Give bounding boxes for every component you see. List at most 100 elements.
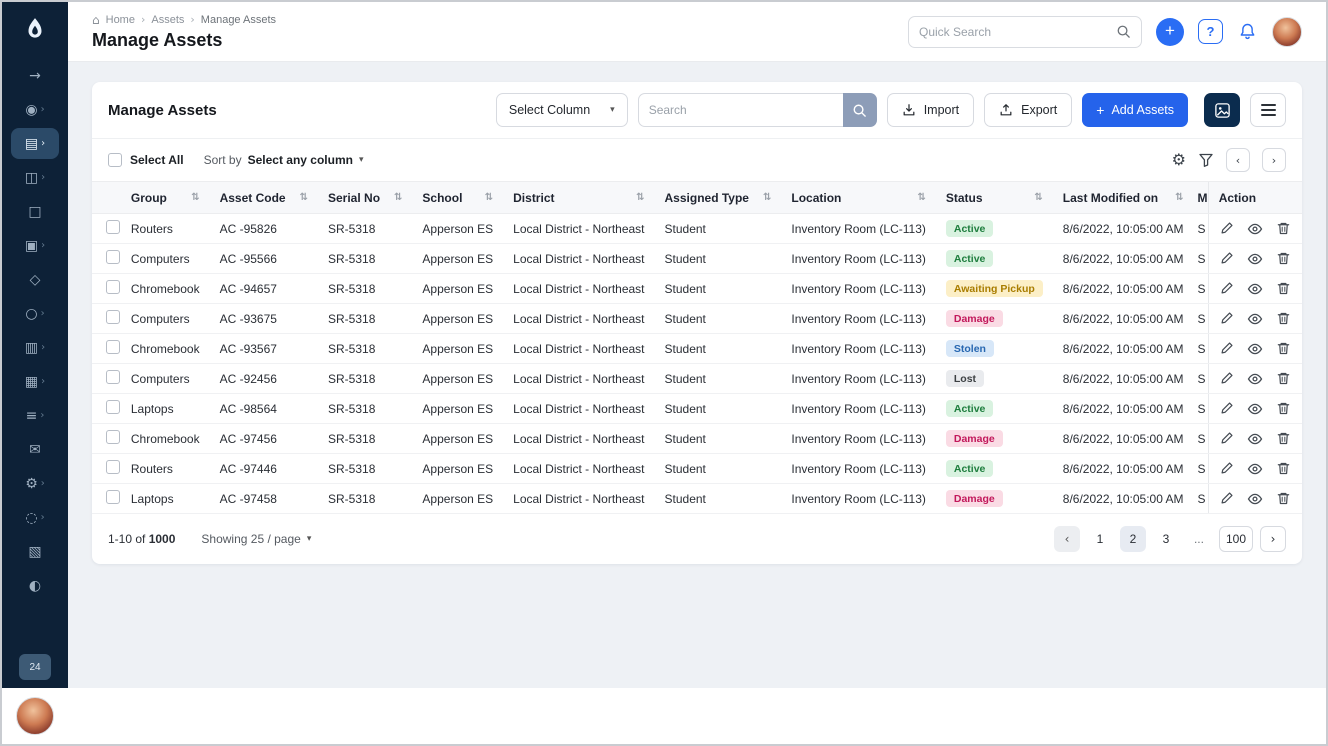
delete-icon[interactable] bbox=[1276, 251, 1291, 266]
column-header-school[interactable]: School⇅ bbox=[412, 182, 503, 214]
sort-icon[interactable]: ⇅ bbox=[485, 192, 493, 203]
sidebar-item-16[interactable]: ◐ bbox=[11, 570, 59, 601]
import-button[interactable]: Import bbox=[887, 93, 974, 127]
view-icon[interactable] bbox=[1247, 461, 1263, 477]
sidebar-item-12[interactable]: ✉ bbox=[11, 434, 59, 465]
row-checkbox[interactable] bbox=[106, 310, 120, 324]
app-logo[interactable] bbox=[18, 12, 52, 46]
notifications-button[interactable] bbox=[1237, 21, 1258, 42]
sidebar-item-4[interactable]: ◫› bbox=[11, 162, 59, 193]
settings-icon[interactable]: ⚙ bbox=[1172, 152, 1186, 168]
sort-by-dropdown[interactable]: Sort by Select any column ▾ bbox=[204, 153, 364, 167]
edit-icon[interactable] bbox=[1219, 371, 1234, 386]
sidebar-item-9[interactable]: ▥› bbox=[11, 332, 59, 363]
sidebar-item-1[interactable]: → bbox=[11, 60, 59, 91]
sidebar-item-15[interactable]: ▧ bbox=[11, 536, 59, 567]
view-icon[interactable] bbox=[1247, 401, 1263, 417]
scan-button[interactable] bbox=[1204, 93, 1240, 127]
table-search-button[interactable] bbox=[843, 93, 877, 127]
sort-icon[interactable]: ⇅ bbox=[917, 192, 925, 203]
user-avatar[interactable] bbox=[1272, 17, 1302, 47]
sort-icon[interactable]: ⇅ bbox=[1034, 192, 1042, 203]
edit-icon[interactable] bbox=[1219, 311, 1234, 326]
next-page-button[interactable]: › bbox=[1260, 526, 1286, 552]
row-checkbox[interactable] bbox=[106, 220, 120, 234]
profile-avatar[interactable] bbox=[16, 697, 54, 735]
edit-icon[interactable] bbox=[1219, 341, 1234, 356]
column-header-last-modified-on[interactable]: Last Modified on⇅ bbox=[1053, 182, 1194, 214]
edit-icon[interactable] bbox=[1219, 491, 1234, 506]
delete-icon[interactable] bbox=[1276, 281, 1291, 296]
edit-icon[interactable] bbox=[1219, 461, 1234, 476]
delete-icon[interactable] bbox=[1276, 341, 1291, 356]
add-assets-button[interactable]: + Add Assets bbox=[1082, 93, 1188, 127]
delete-icon[interactable] bbox=[1276, 461, 1291, 476]
breadcrumb-item[interactable]: Home bbox=[106, 14, 135, 26]
scroll-right-button[interactable]: › bbox=[1262, 148, 1286, 172]
view-icon[interactable] bbox=[1247, 371, 1263, 387]
menu-button[interactable] bbox=[1250, 93, 1286, 127]
sidebar-badge[interactable]: 24 bbox=[19, 654, 51, 680]
view-icon[interactable] bbox=[1247, 341, 1263, 357]
sidebar-item-6[interactable]: ▣› bbox=[11, 230, 59, 261]
quick-add-button[interactable]: + bbox=[1156, 18, 1184, 46]
row-checkbox[interactable] bbox=[106, 370, 120, 384]
sidebar-item-2[interactable]: ◉› bbox=[11, 94, 59, 125]
page-button-2[interactable]: 2 bbox=[1120, 526, 1146, 552]
breadcrumb-item[interactable]: Manage Assets bbox=[201, 14, 276, 26]
delete-icon[interactable] bbox=[1276, 431, 1291, 446]
previous-page-button[interactable]: ‹ bbox=[1054, 526, 1080, 552]
row-checkbox[interactable] bbox=[106, 250, 120, 264]
sidebar-item-10[interactable]: ▦› bbox=[11, 366, 59, 397]
sort-icon[interactable]: ⇅ bbox=[763, 192, 771, 203]
sidebar-item-11[interactable]: ≡› bbox=[11, 400, 59, 431]
column-header-asset-code[interactable]: Asset Code⇅ bbox=[210, 182, 318, 214]
select-column-dropdown[interactable]: Select Column ▾ bbox=[496, 93, 628, 127]
row-checkbox[interactable] bbox=[106, 430, 120, 444]
column-header-district[interactable]: District⇅ bbox=[503, 182, 654, 214]
row-checkbox[interactable] bbox=[106, 400, 120, 414]
edit-icon[interactable] bbox=[1219, 251, 1234, 266]
delete-icon[interactable] bbox=[1276, 371, 1291, 386]
edit-icon[interactable] bbox=[1219, 401, 1234, 416]
quick-search-input[interactable] bbox=[919, 25, 1116, 39]
row-checkbox[interactable] bbox=[106, 280, 120, 294]
row-checkbox[interactable] bbox=[106, 460, 120, 474]
sidebar-item-13[interactable]: ⚙› bbox=[11, 468, 59, 499]
filter-icon[interactable] bbox=[1198, 152, 1214, 168]
sidebar-item-14[interactable]: ◌› bbox=[11, 502, 59, 533]
edit-icon[interactable] bbox=[1219, 431, 1234, 446]
column-header-assigned-type[interactable]: Assigned Type⇅ bbox=[655, 182, 782, 214]
page-button-100[interactable]: 100 bbox=[1219, 526, 1253, 552]
delete-icon[interactable] bbox=[1276, 401, 1291, 416]
edit-icon[interactable] bbox=[1219, 221, 1234, 236]
select-all-checkbox[interactable] bbox=[108, 153, 122, 167]
column-header-status[interactable]: Status⇅ bbox=[936, 182, 1053, 214]
page-size-dropdown[interactable]: Showing 25 / page ▾ bbox=[201, 532, 311, 546]
view-icon[interactable] bbox=[1247, 311, 1263, 327]
sort-icon[interactable]: ⇅ bbox=[394, 192, 402, 203]
edit-icon[interactable] bbox=[1219, 281, 1234, 296]
sidebar-item-8[interactable]: ○› bbox=[11, 298, 59, 329]
page-button-1[interactable]: 1 bbox=[1087, 526, 1113, 552]
delete-icon[interactable] bbox=[1276, 221, 1291, 236]
column-header-serial-no[interactable]: Serial No⇅ bbox=[318, 182, 412, 214]
view-icon[interactable] bbox=[1247, 281, 1263, 297]
sidebar-item-7[interactable]: ◇ bbox=[11, 264, 59, 295]
view-icon[interactable] bbox=[1247, 431, 1263, 447]
sort-icon[interactable]: ⇅ bbox=[300, 192, 308, 203]
help-button[interactable]: ? bbox=[1198, 19, 1223, 44]
table-search-input[interactable] bbox=[638, 93, 843, 127]
sort-icon[interactable]: ⇅ bbox=[1175, 192, 1183, 203]
export-button[interactable]: Export bbox=[984, 93, 1072, 127]
column-header-location[interactable]: Location⇅ bbox=[781, 182, 936, 214]
column-header-group[interactable]: Group⇅ bbox=[121, 182, 210, 214]
view-icon[interactable] bbox=[1247, 221, 1263, 237]
page-button-3[interactable]: 3 bbox=[1153, 526, 1179, 552]
row-checkbox[interactable] bbox=[106, 340, 120, 354]
home-icon[interactable]: ⌂ bbox=[92, 13, 100, 27]
delete-icon[interactable] bbox=[1276, 491, 1291, 506]
view-icon[interactable] bbox=[1247, 491, 1263, 507]
row-checkbox[interactable] bbox=[106, 490, 120, 504]
sort-icon[interactable]: ⇅ bbox=[636, 192, 644, 203]
